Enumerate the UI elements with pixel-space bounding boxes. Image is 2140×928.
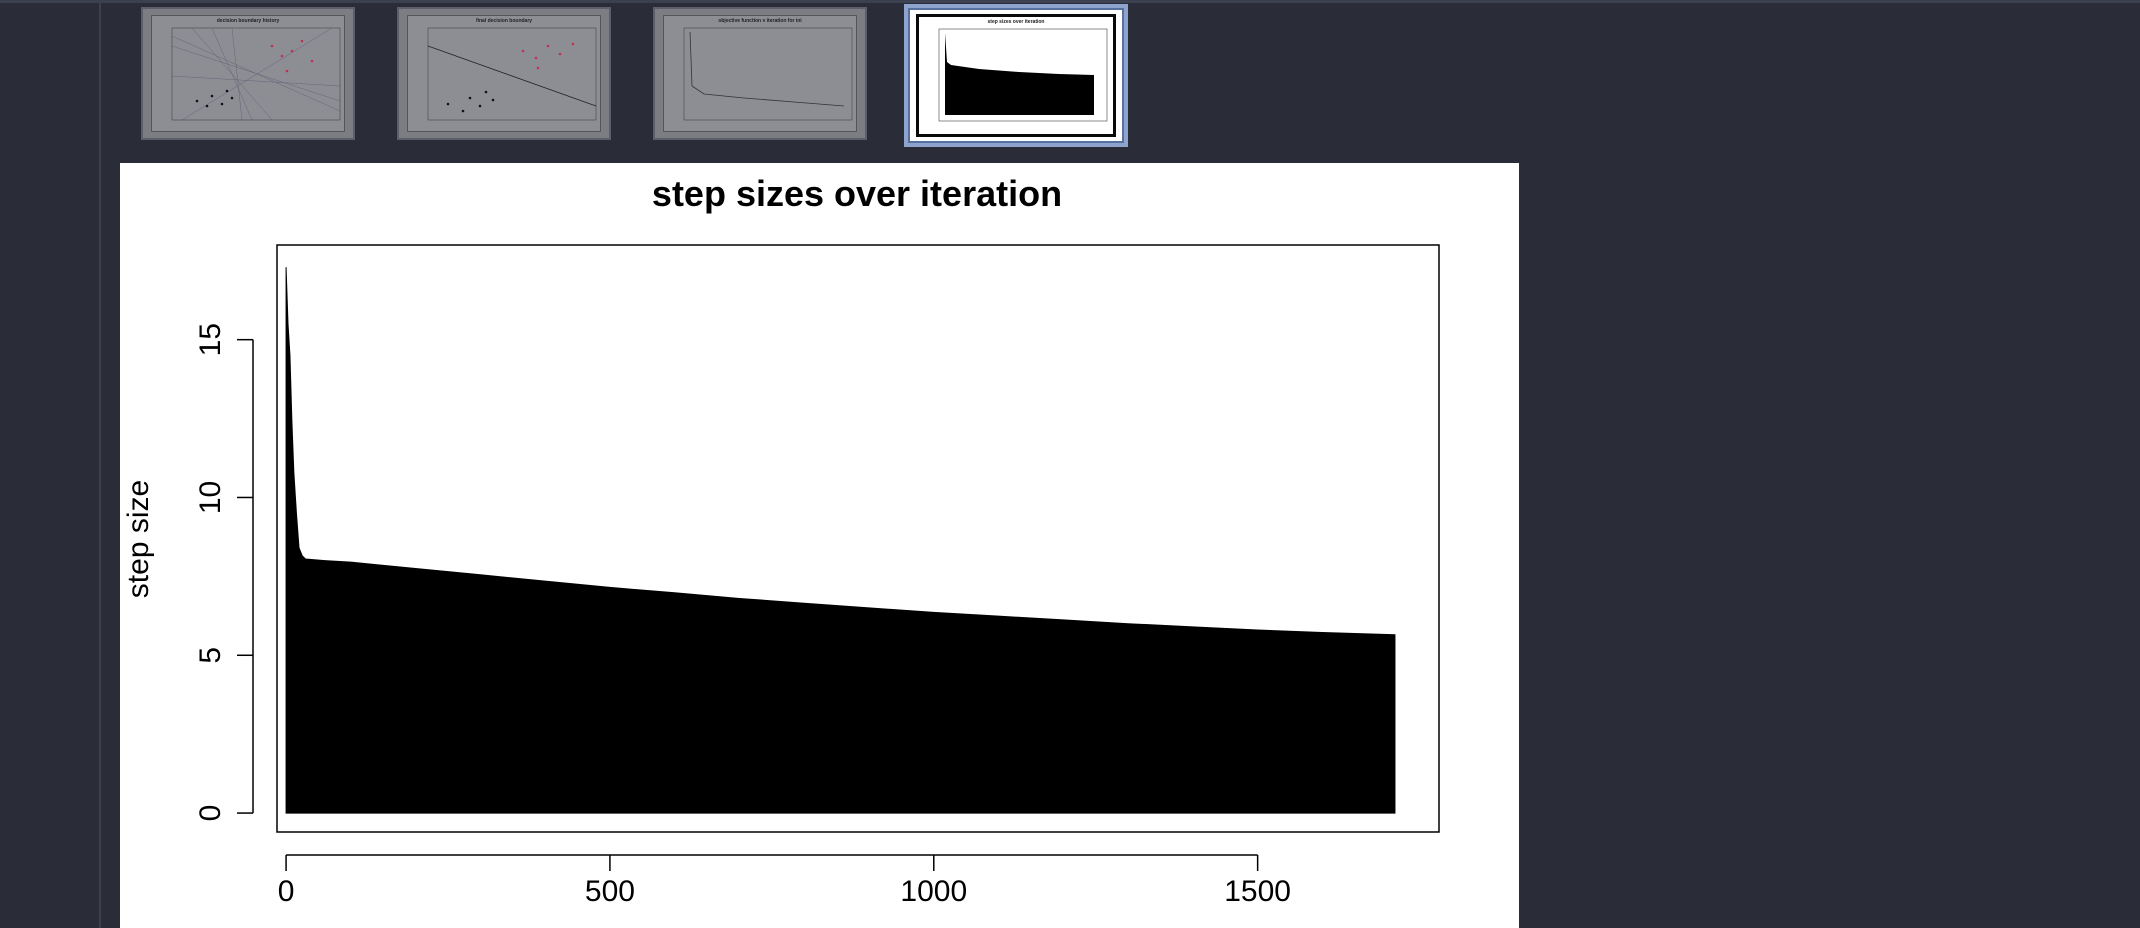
plot-frame [276, 244, 1440, 833]
plot-viewer: step sizes over iteration step size 0 500… [120, 163, 1519, 928]
thumbnail-title: objective function v iteration for ini [718, 18, 802, 24]
y-tick-label: 15 [194, 323, 227, 356]
x-tick-label: 1000 [900, 875, 967, 908]
thumbnail-preview-graphic [171, 27, 341, 121]
thumbnail-step-sizes-selected[interactable]: step sizes over iteration [904, 4, 1128, 147]
chart-title: step sizes over iteration [652, 173, 1062, 214]
y-tick-label: 0 [194, 805, 227, 822]
x-tick-label: 1500 [1224, 875, 1291, 908]
y-tick-label: 5 [194, 647, 227, 664]
y-axis-label: step size [122, 480, 155, 598]
thumbnail-title: decision boundary history [216, 18, 280, 24]
thumbnail-plot: step sizes over iteration [916, 14, 1116, 137]
thumbnail-final-decision-boundary[interactable]: final decision boundary [397, 7, 611, 140]
thumbnail-preview-graphic [938, 28, 1108, 122]
y-tick-label: 10 [194, 481, 227, 514]
thumbnail-preview-graphic [683, 27, 853, 121]
thumbnail-decision-boundary-history[interactable]: decision boundary history [141, 7, 355, 140]
step-size-chart: step sizes over iteration step size 0 500… [122, 173, 1440, 908]
x-tick-label: 500 [585, 875, 635, 908]
thumbnail-plot: decision boundary history [151, 15, 345, 132]
series-step-size [285, 267, 1396, 814]
thumbnail-plot: objective function v iteration for ini [663, 15, 857, 132]
thumbnail-plot: final decision boundary [407, 15, 601, 132]
thumbnail-title: final decision boundary [475, 18, 533, 24]
window-top-edge [0, 0, 2140, 3]
sidebar-divider [99, 0, 101, 928]
thumbnail-objective-function[interactable]: objective function v iteration for ini [653, 7, 867, 140]
thumbnail-title: step sizes over iteration [987, 19, 1045, 25]
x-tick-label: 0 [278, 875, 295, 908]
thumbnail-preview-graphic [427, 27, 597, 121]
